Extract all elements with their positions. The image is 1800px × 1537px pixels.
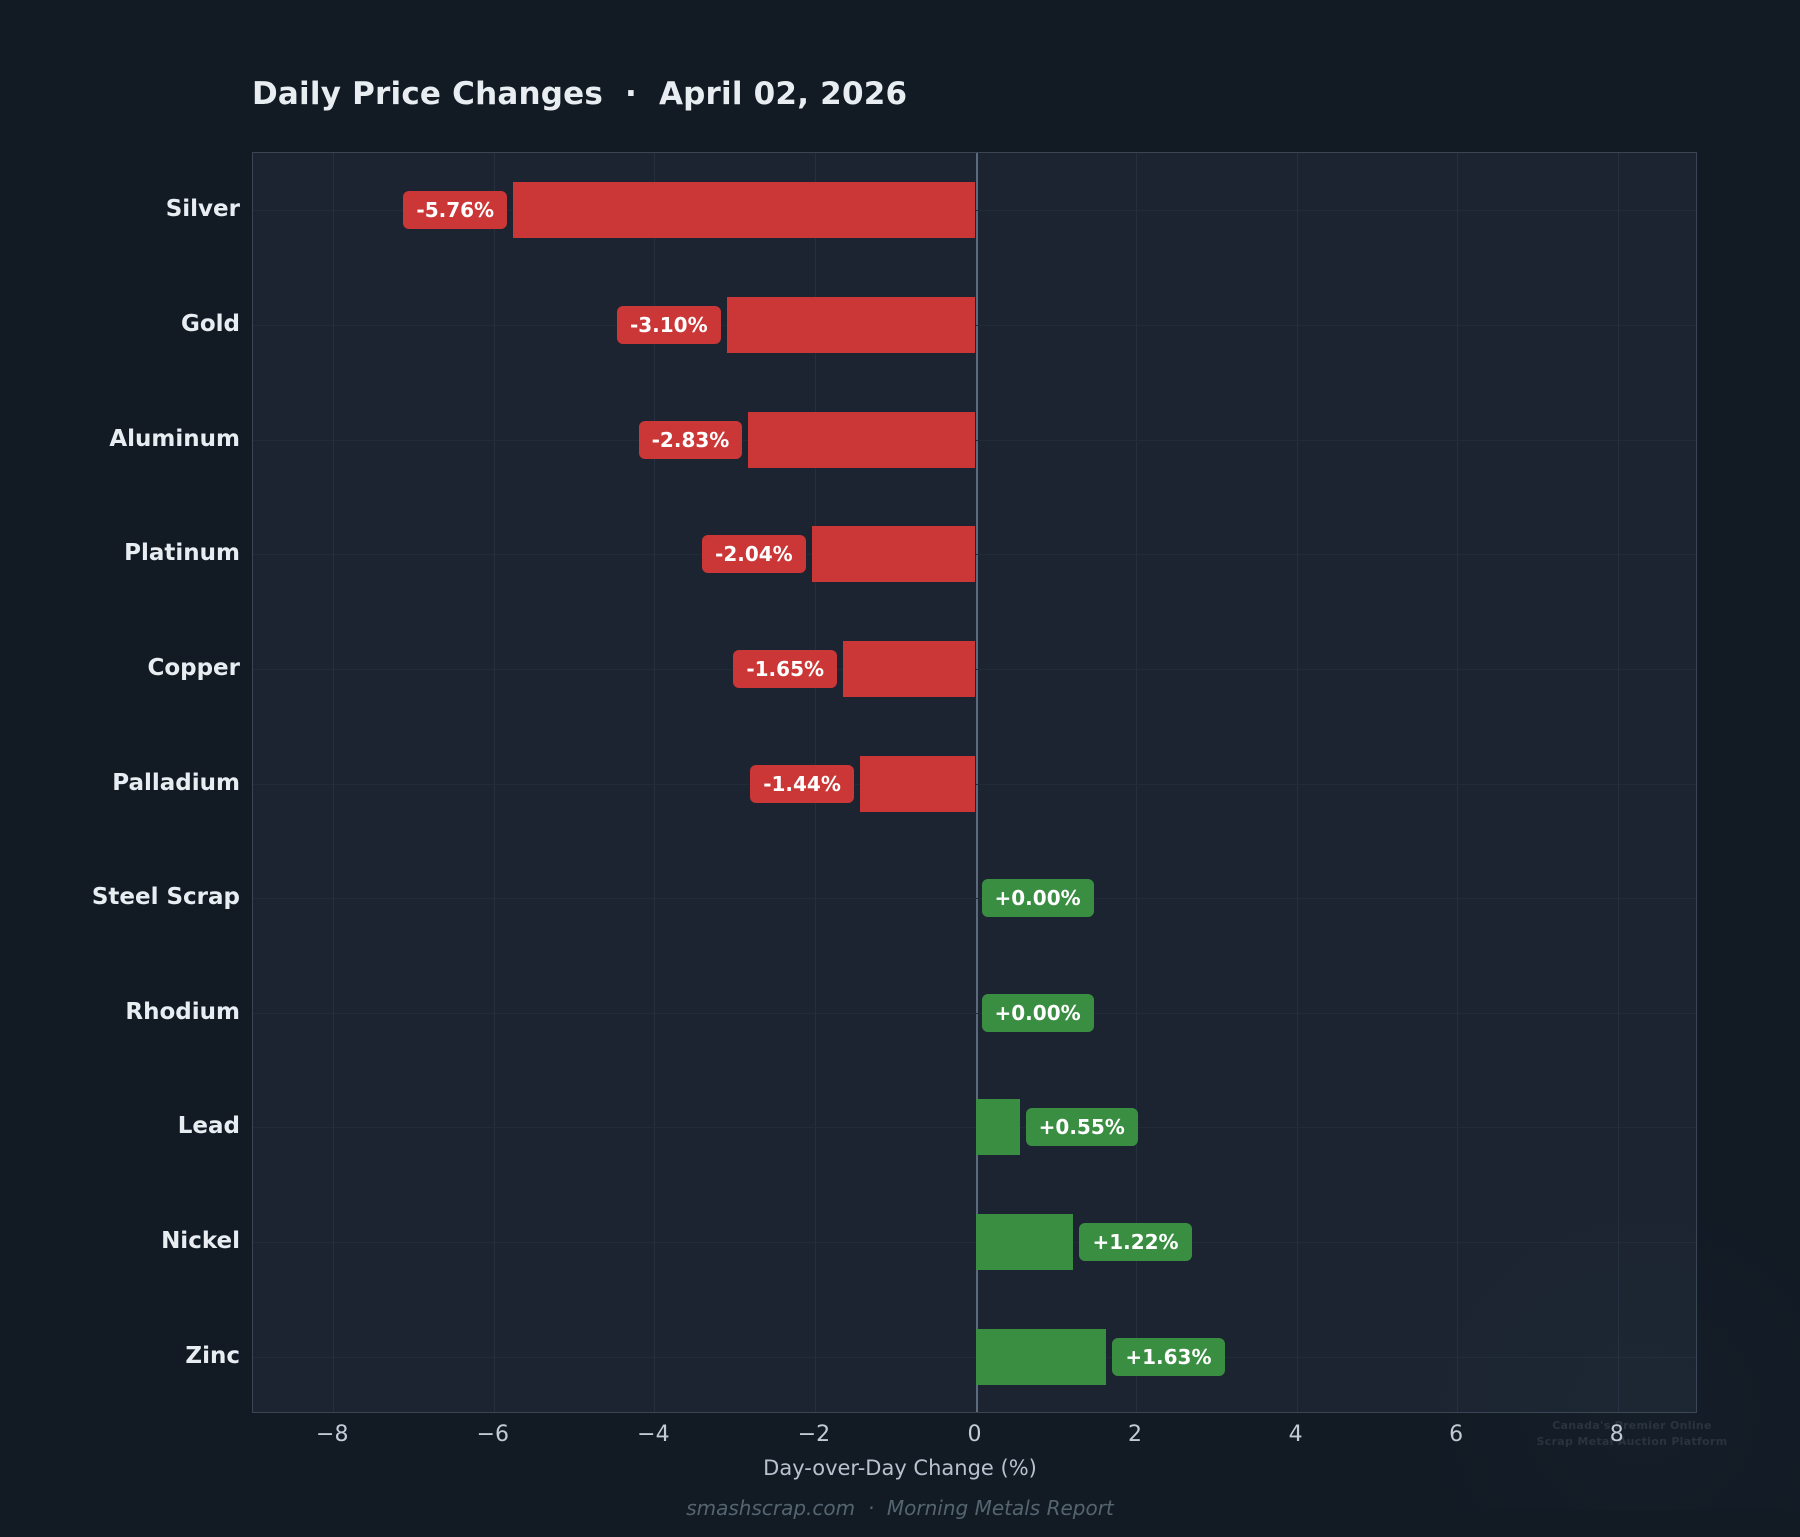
gridline-vertical — [1457, 153, 1459, 1412]
bar-value-label: -3.10% — [616, 305, 721, 344]
footer-credit: smashscrap.com · Morning Metals Report — [686, 1496, 1114, 1520]
watermark: Canada's Premier Online Scrap Metal Auct… — [1512, 1418, 1752, 1450]
x-axis-tick-label: 4 — [1288, 1422, 1303, 1447]
bar — [513, 182, 976, 239]
gridline-horizontal — [253, 1242, 1696, 1244]
bar-value-label: -1.44% — [750, 764, 854, 803]
y-axis-tick-label: Lead — [177, 1113, 240, 1140]
y-axis-tick-label: Nickel — [161, 1228, 240, 1255]
bar — [975, 1214, 1074, 1271]
x-axis-tick-label: −2 — [797, 1422, 831, 1447]
x-axis-tick-label: 2 — [1128, 1422, 1143, 1447]
gridline-horizontal — [253, 1012, 1696, 1014]
gridline-vertical — [1136, 153, 1138, 1412]
y-axis-tick-label: Copper — [147, 654, 240, 681]
bar — [726, 296, 976, 353]
bar-value-label: +0.00% — [981, 993, 1094, 1032]
bar-value-label: -2.04% — [702, 535, 806, 574]
bar-value-label: +1.22% — [1079, 1223, 1192, 1262]
bar-series: -5.76% -3.10% -2.83% -2.04% -1.65% -1.44% +0.0… — [253, 153, 1696, 1412]
gridline-horizontal — [253, 898, 1696, 900]
x-axis-title: Day-over-Day Change (%) — [763, 1456, 1037, 1480]
plot-area: -5.76% -3.10% -2.83% -2.04% -1.65% -1.44% +0.0… — [252, 152, 1697, 1413]
bar — [843, 640, 976, 697]
x-axis-tick-label: −6 — [476, 1422, 510, 1447]
bar — [748, 411, 976, 468]
y-axis-tick-label: Palladium — [112, 769, 240, 796]
y-axis-tick-label: Silver — [165, 196, 240, 223]
bar-value-label: -2.83% — [638, 420, 743, 459]
gridline-vertical — [493, 153, 495, 1412]
y-axis-tick-label: Aluminum — [109, 425, 240, 452]
gridline-vertical — [333, 153, 335, 1412]
x-axis-tick-label: 0 — [967, 1422, 982, 1447]
y-axis-tick-label: Gold — [180, 310, 240, 337]
y-axis-tick-label: Zinc — [185, 1342, 240, 1369]
x-axis-tick-label: 8 — [1609, 1422, 1624, 1447]
gridline-vertical — [654, 153, 656, 1412]
page-title: Daily Price Changes · April 02, 2026 — [252, 76, 908, 112]
bar-value-label: +0.55% — [1025, 1108, 1138, 1147]
bar — [811, 526, 976, 583]
bar — [975, 1099, 1020, 1156]
watermark-line-2: Scrap Metal Auction Platform — [1536, 1434, 1728, 1448]
bar-value-label: +0.00% — [981, 879, 1094, 918]
bar — [859, 755, 976, 812]
y-axis-tick-label: Steel Scrap — [91, 884, 240, 911]
x-axis-tick-label: 6 — [1449, 1422, 1464, 1447]
gridline-horizontal — [253, 1356, 1696, 1358]
x-axis-tick-label: −4 — [637, 1422, 670, 1447]
bar-value-label: -1.65% — [733, 649, 838, 688]
watermark-line-1: Canada's Premier Online — [1552, 1419, 1712, 1432]
gridline-vertical — [1296, 153, 1298, 1412]
y-axis-tick-label: Platinum — [124, 540, 240, 567]
bar-value-label: +1.63% — [1112, 1337, 1225, 1376]
zero-line — [975, 153, 978, 1412]
gridline-vertical — [1617, 153, 1619, 1412]
bar — [975, 1328, 1107, 1385]
x-axis-tick-label: −8 — [316, 1422, 349, 1447]
y-axis-tick-label: Rhodium — [125, 998, 240, 1025]
gridline-horizontal — [253, 1127, 1696, 1129]
bar-value-label: -5.76% — [403, 191, 508, 230]
